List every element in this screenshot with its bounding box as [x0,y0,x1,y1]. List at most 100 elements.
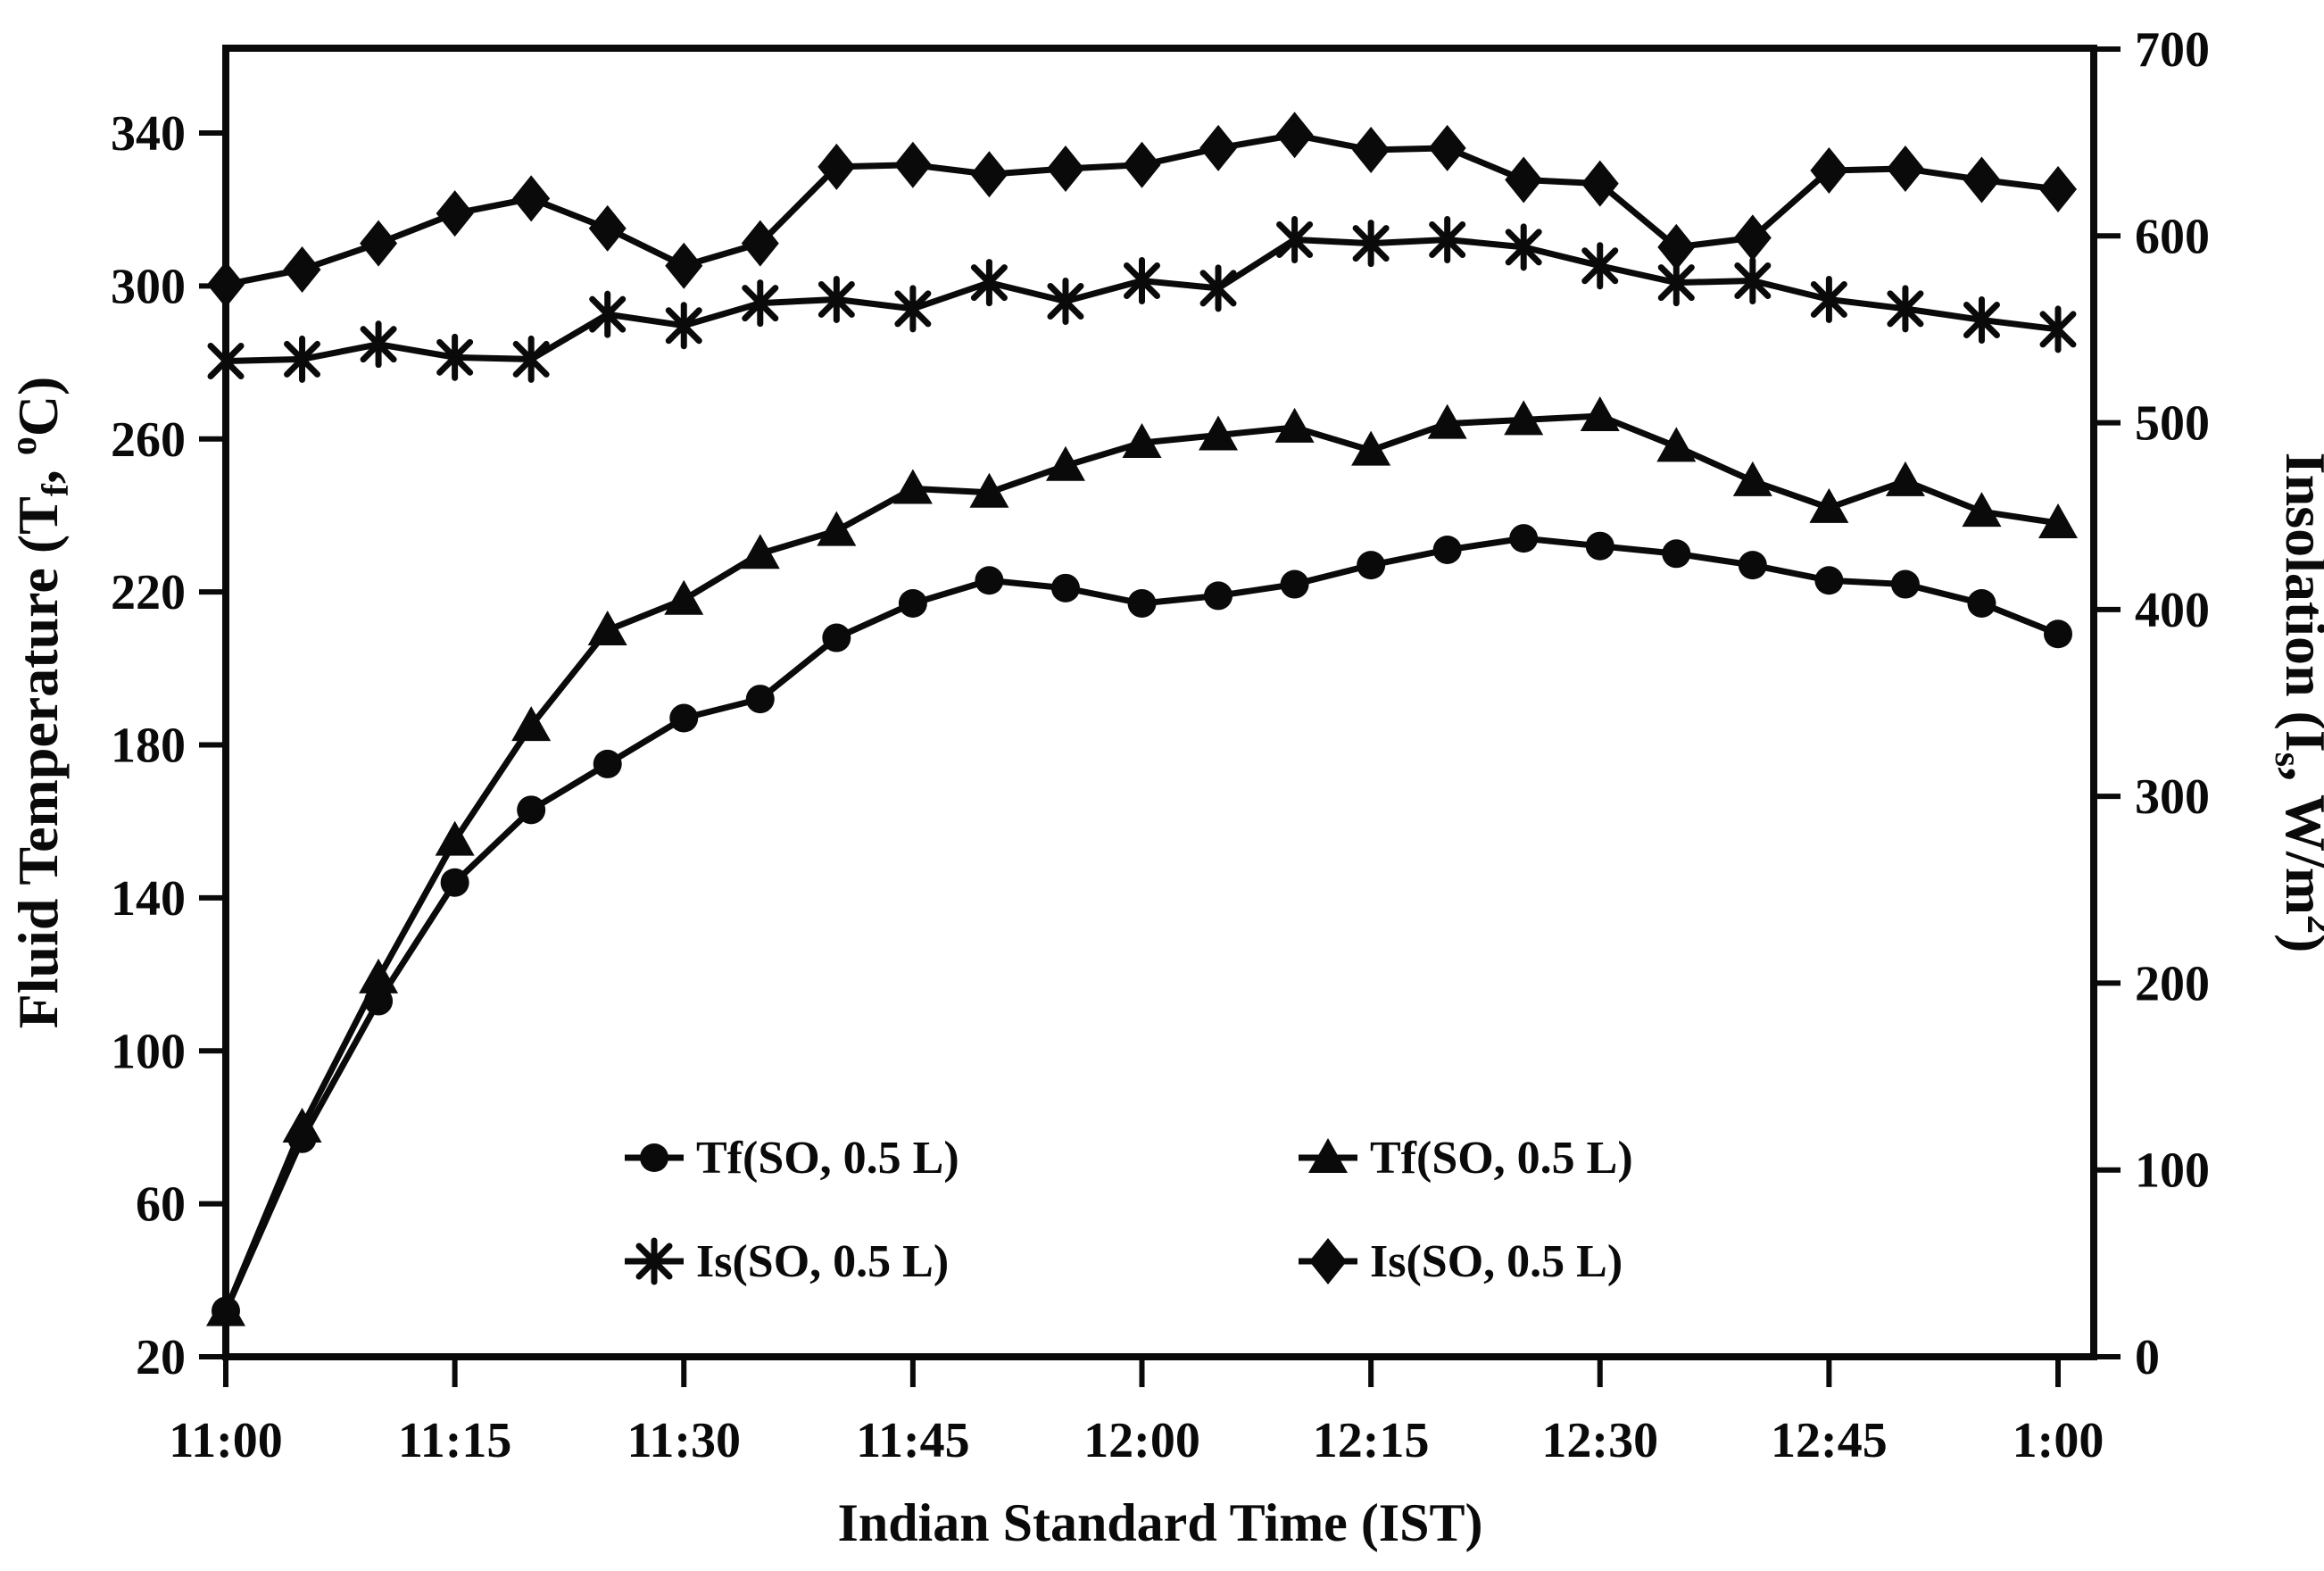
triangle-marker-icon [1656,427,1697,462]
diamond-marker-icon [2039,165,2077,212]
series-asterisk [207,215,2077,386]
asterisk-marker-icon [436,333,474,381]
diamond-marker-icon [512,175,551,222]
asterisk-marker-icon [818,275,855,323]
circle-marker-icon [669,703,699,733]
asterisk-marker-icon [1963,295,2000,344]
diamond-marker-icon [1352,127,1390,174]
diamond-marker-icon [665,242,703,289]
right-axis-tick-label: 100 [2135,1143,2210,1199]
asterisk-marker-icon [512,335,550,383]
circle-marker-icon [640,1143,668,1172]
diamond-marker-icon [1657,223,1696,270]
circle-marker-icon [1967,588,1996,618]
circle-marker-icon [2044,619,2072,649]
asterisk-marker-icon [1734,257,1772,305]
diamond-marker-icon [1275,112,1314,159]
right-axis-tick-label: 500 [2135,396,2210,452]
left-axis-tick-label: 140 [111,871,186,927]
right-axis-tick-label: 600 [2135,209,2210,264]
circle-marker-icon [1050,573,1080,603]
triangle-marker-icon [1962,492,2002,528]
triangle-marker-icon [1308,1138,1348,1173]
triangle-marker-icon [1274,407,1315,443]
legend-label: Tf(SO, 0.5 L) [696,1133,959,1184]
asterisk-marker-icon [1124,257,1160,305]
diamond-marker-icon [436,190,474,237]
triangle-marker-icon [511,706,552,742]
diamond-marker-icon [1505,156,1543,204]
triangle-marker-icon [2038,503,2078,539]
diamond-marker-icon [1428,124,1466,171]
asterisk-marker-icon [360,320,397,369]
legend-entry: Is(SO, 0.5 L) [1299,1236,1623,1287]
circle-marker-icon [898,588,927,618]
triangle-marker-icon [1427,403,1467,439]
circle-marker-icon [1738,551,1767,580]
asterisk-marker-icon [894,285,932,333]
asterisk-marker-icon [1199,264,1237,312]
asterisk-marker-icon [742,279,779,328]
diamond-marker-icon [1963,156,2001,204]
circle-marker-icon [1357,551,1386,580]
triangle-marker-icon [740,534,780,569]
left-axis-tick-label: 100 [111,1024,186,1079]
circle-marker-icon [593,749,622,778]
diamond-marker-icon [1309,1238,1347,1284]
triangle-marker-icon [1885,461,1925,496]
diamond-marker-icon [1123,141,1161,188]
left-axis-tick-label: 260 [111,412,186,468]
right-axis-title: Insolation (Is​, W/m2​) [2267,453,2324,953]
circle-marker-icon [1662,539,1691,569]
asterisk-marker-icon [207,337,245,386]
x-axis-tick-label: 11:45 [856,1413,970,1468]
circle-marker-icon [975,566,1004,595]
diamond-marker-icon [741,220,779,267]
diamond-marker-icon [818,143,856,190]
left-axis-tick-label: 180 [111,719,186,774]
triangle-marker-icon [359,958,399,993]
diamond-marker-icon [283,245,321,293]
diamond-marker-icon [588,204,627,252]
right-axis-tick-label: 0 [2135,1330,2160,1385]
triangle-marker-icon [1504,400,1544,436]
legend-label: Is(SO, 0.5 L) [696,1236,949,1287]
left-axis-tick-label: 60 [136,1177,186,1233]
x-axis-tick-label: 12:45 [1771,1413,1888,1468]
legend-label: Tf(SO, 0.5 L) [1370,1133,1633,1184]
series-line-circle [222,535,2060,1313]
diamond-marker-icon [207,261,245,308]
legend-entry: Tf(SO, 0.5 L) [1299,1133,1633,1184]
circle-marker-icon [1432,535,1462,564]
x-axis-tick-label: 11:00 [169,1413,283,1468]
triangle-marker-icon [206,1291,245,1326]
circle-marker-icon [517,795,546,825]
series-triangle [206,396,2078,1326]
asterisk-marker-icon [1047,278,1084,326]
circle-marker-icon [1585,531,1614,561]
diamond-marker-icon [1886,145,1924,192]
triangle-marker-icon [282,1107,322,1143]
left-axis-tick-label: 220 [111,565,186,620]
x-axis-tick-label: 12:00 [1083,1413,1200,1468]
asterisk-marker-icon [665,302,702,350]
diamond-marker-icon [893,141,932,188]
asterisk-marker-icon [1810,275,1847,323]
triangle-marker-icon [664,579,704,615]
triangle-marker-icon [1122,423,1162,459]
asterisk-marker-icon [1429,215,1466,263]
triangle-marker-icon [1580,396,1620,432]
circle-marker-icon [1204,581,1233,611]
x-axis-tick-label: 11:15 [398,1413,512,1468]
legend-label: Is(SO, 0.5 L) [1370,1236,1623,1287]
triangle-marker-icon [587,610,627,645]
triangle-marker-icon [817,511,857,546]
asterisk-marker-icon [589,290,627,338]
left-axis-tick-label: 20 [136,1330,186,1385]
x-axis-tick-label: 12:15 [1313,1413,1430,1468]
x-axis-tick-label: 1:00 [2013,1413,2104,1468]
right-axis-tick-label: 200 [2135,956,2210,1011]
triangle-marker-icon [1732,461,1772,496]
